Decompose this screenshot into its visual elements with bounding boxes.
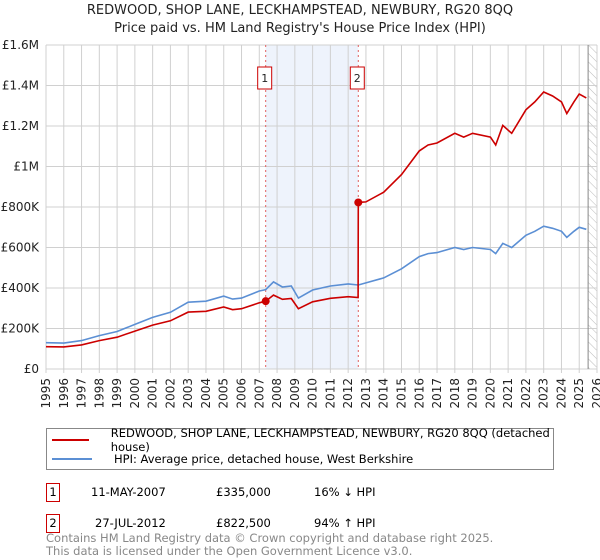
legend-label: REDWOOD, SHOP LANE, LECKHAMPSTEAD, NEWBU…	[110, 426, 550, 454]
marker-badge: 1	[46, 483, 60, 502]
legend-swatch	[52, 458, 92, 460]
legend: REDWOOD, SHOP LANE, LECKHAMPSTEAD, NEWBU…	[46, 426, 554, 470]
x-tick-label: 2002	[163, 378, 177, 409]
legend-swatch	[52, 439, 89, 441]
footer-licence: This data is licensed under the Open Gov…	[46, 544, 413, 558]
x-tick-label: 2015	[394, 378, 408, 409]
x-tick-label: 2004	[199, 378, 213, 409]
x-tick-label: 2023	[537, 378, 551, 409]
price-paid-line	[45, 91, 587, 348]
marker-badge: 2	[46, 514, 60, 533]
x-tick-label: 2017	[430, 378, 444, 409]
legend-label: HPI: Average price, detached house, West…	[114, 452, 414, 466]
x-tick-label: 1999	[110, 378, 124, 409]
x-tick-label: 2013	[359, 378, 373, 409]
x-tick-label: 2007	[252, 378, 266, 409]
x-tick-label: 2001	[146, 378, 160, 409]
transaction-hpi-diff: 94% ↑ HPI	[314, 516, 376, 530]
x-tick-label: 2014	[377, 378, 391, 409]
y-tick-label: £1.4M	[2, 79, 39, 93]
chart-subtitle: Price paid vs. HM Land Registry's House …	[114, 21, 486, 36]
y-tick-label: £0	[24, 362, 39, 376]
x-tick-label: 2021	[501, 378, 515, 409]
x-tick-label: 2026	[590, 378, 600, 409]
line-chart: 1995 1996 1997 1998 1999 2000 2001 2002 2003 2004…	[1, 38, 600, 409]
x-tick-label: 2025	[572, 378, 586, 409]
x-tick-label: 2019	[466, 378, 480, 409]
legend-item-hpi: HPI: Average price, detached house, West…	[52, 450, 413, 468]
y-tick-label: £400K	[1, 281, 41, 295]
x-tick-label: 2020	[483, 378, 497, 409]
x-tick-label: 2024	[554, 378, 568, 409]
x-tick-label: 1997	[75, 378, 89, 409]
y-tick-label: £1.6M	[2, 38, 39, 52]
x-tick-label: 2003	[181, 378, 195, 409]
chart-title: REDWOOD, SHOP LANE, LECKHAMPSTEAD, NEWBU…	[86, 3, 514, 18]
sale-point	[261, 297, 270, 306]
x-tick-label: 2018	[448, 378, 462, 409]
x-tick-label: 2022	[519, 378, 533, 409]
x-tick-label: 2016	[412, 378, 426, 409]
transaction-date: 27-JUL-2012	[95, 516, 166, 530]
y-tick-label: £800K	[1, 200, 41, 214]
marker-label: 1	[261, 72, 268, 85]
x-tick-label: 1996	[57, 378, 71, 409]
transaction-price: £335,000	[216, 485, 271, 499]
transaction-date: 11-MAY-2007	[91, 485, 166, 499]
x-tick-label: 2005	[217, 378, 231, 409]
x-tick-label: 2006	[235, 378, 249, 409]
x-tick-label: 2009	[288, 378, 302, 409]
x-tick-label: 1998	[92, 378, 106, 409]
x-tick-label: 2010	[306, 378, 320, 409]
transaction-hpi-diff: 16% ↓ HPI	[314, 485, 376, 499]
legend-item-property: REDWOOD, SHOP LANE, LECKHAMPSTEAD, NEWBU…	[52, 426, 553, 454]
y-tick-label: £1.2M	[2, 119, 39, 133]
marker-label-box	[349, 66, 365, 90]
y-tick-label: £200K	[1, 322, 41, 336]
x-tick-label: 2008	[270, 378, 284, 409]
x-tick-label: 2000	[128, 378, 142, 409]
x-tick-label: 2011	[323, 378, 337, 409]
footer-copyright: Contains HM Land Registry data © Crown c…	[46, 531, 494, 545]
marker-label: 2	[354, 72, 361, 85]
x-tick-label: 2012	[341, 378, 355, 409]
y-tick-label: £600K	[1, 241, 41, 255]
x-tick-label: 1995	[39, 378, 53, 409]
transaction-price: £822,500	[216, 516, 271, 530]
marker-label-box	[257, 66, 273, 90]
sale-point	[354, 198, 363, 207]
y-tick-label: £1M	[13, 160, 39, 174]
